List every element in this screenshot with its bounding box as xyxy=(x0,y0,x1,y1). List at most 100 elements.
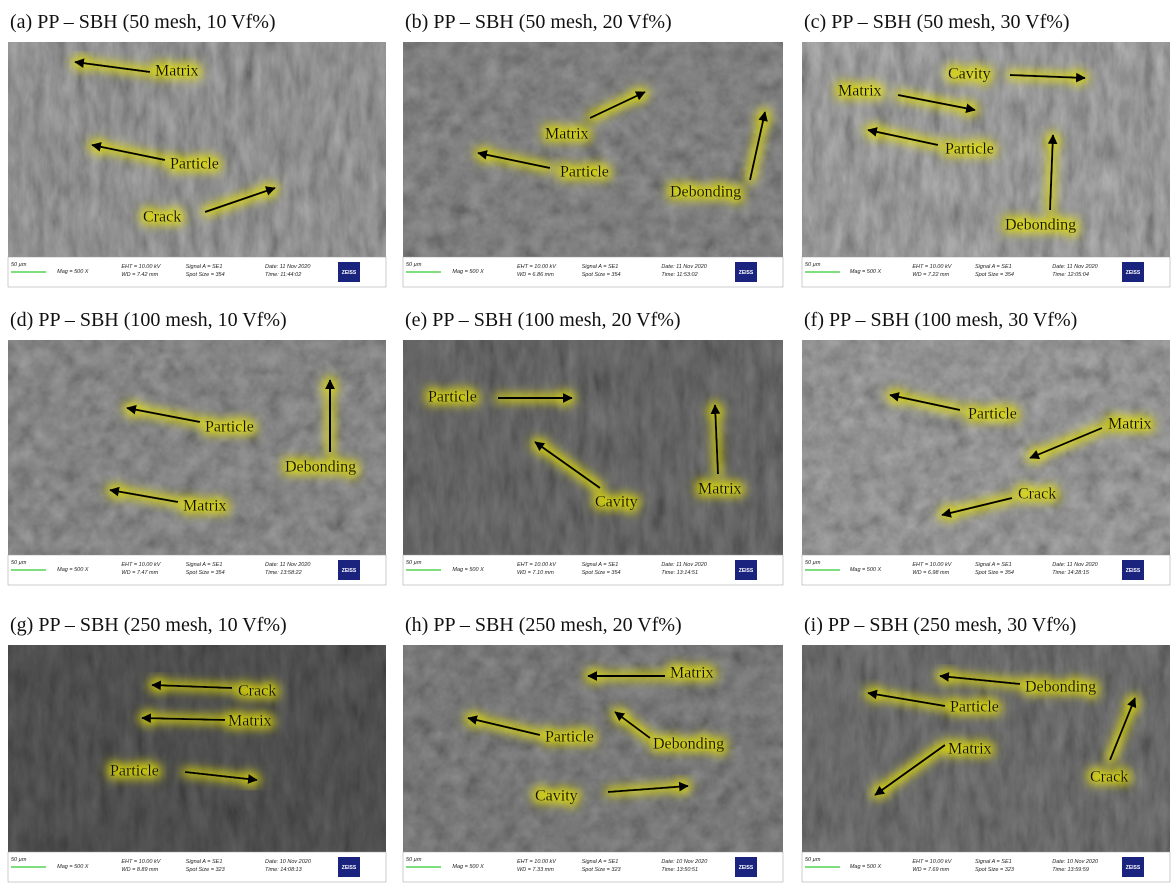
panel-title: (b) PP – SBH (50 mesh, 20 Vf%) xyxy=(405,11,672,33)
panel: (d) PP – SBH (100 mesh, 10 Vf%) 50 µm Mag … xyxy=(7,309,387,586)
info-bar xyxy=(402,256,784,288)
signal: Signal A = SE1 xyxy=(975,264,1012,270)
info-bar xyxy=(402,851,784,883)
panel-title: (d) PP – SBH (100 mesh, 10 Vf%) xyxy=(10,309,287,331)
date: Date: 11 Nov 2020 xyxy=(1052,264,1098,270)
annotation-label: Cavity xyxy=(535,788,578,805)
spot: Spot Size = 354 xyxy=(582,272,621,278)
logo: ZEISS xyxy=(342,270,357,276)
sem-image-texture xyxy=(802,340,1170,555)
annotation-arrow xyxy=(867,689,946,707)
time: Time: 13:59:59 xyxy=(1052,867,1089,873)
annotation-label: Particle xyxy=(428,389,477,406)
info-bar xyxy=(7,554,387,586)
scale-label: 50 µm xyxy=(406,560,422,566)
eht: EHT = 10.00 kV xyxy=(912,562,952,568)
eht: EHT = 10.00 kV xyxy=(517,859,557,865)
spot: Spot Size = 323 xyxy=(186,867,226,873)
wd: WD = 7.42 mm xyxy=(121,272,158,278)
annotation: Particle xyxy=(867,689,999,716)
annotation-arrow xyxy=(1109,697,1137,761)
sem-image-texture xyxy=(403,42,783,257)
logo-box xyxy=(338,857,360,877)
annotation: Particle xyxy=(91,141,219,173)
signal: Signal A = SE1 xyxy=(582,264,619,270)
annotation-arrow xyxy=(184,771,258,784)
annotation: Matrix xyxy=(587,665,714,682)
wd: WD = 6.86 mm xyxy=(517,272,554,278)
eht: EHT = 10.00 kV xyxy=(517,264,557,270)
panel: (a) PP – SBH (50 mesh, 10 Vf%) 50 µm Mag =… xyxy=(7,11,387,288)
spot: Spot Size = 323 xyxy=(975,867,1015,873)
scale-label: 50 µm xyxy=(805,857,821,863)
annotation: Particle xyxy=(889,391,1017,423)
annotation: Matrix xyxy=(141,713,272,730)
mag: Mag = 500 X xyxy=(452,567,484,573)
date: Date: 10 Nov 2020 xyxy=(661,859,708,865)
annotation-arrow xyxy=(941,497,1013,518)
annotation-label: Debonding xyxy=(285,459,356,476)
wd: WD = 7.10 mm xyxy=(517,570,554,576)
signal: Signal A = SE1 xyxy=(186,562,223,568)
annotation: Particle xyxy=(110,763,258,784)
panel: (f) PP – SBH (100 mesh, 30 Vf%) 50 µm Mag … xyxy=(801,309,1171,586)
info-bar xyxy=(7,256,387,288)
time: Time: 14:08:13 xyxy=(265,867,303,873)
wd: WD = 8.89 mm xyxy=(121,867,158,873)
panel: (g) PP – SBH (250 mesh, 10 Vf%) 50 µm Mag … xyxy=(7,614,387,883)
annotation-arrow xyxy=(467,715,541,736)
annotation-label: Particle xyxy=(545,729,594,746)
annotation-label: Matrix xyxy=(1108,416,1152,433)
mag: Mag = 500 X xyxy=(57,864,89,870)
time: Time: 13:14:51 xyxy=(661,570,698,576)
panel-title: (a) PP – SBH (50 mesh, 10 Vf%) xyxy=(10,11,276,33)
spot: Spot Size = 354 xyxy=(975,570,1014,576)
panel-title: (c) PP – SBH (50 mesh, 30 Vf%) xyxy=(804,11,1070,33)
annotation: Cavity xyxy=(948,66,1086,83)
annotation: Crack xyxy=(143,186,276,226)
mag: Mag = 500 X xyxy=(57,269,89,275)
scale-label: 50 µm xyxy=(805,262,821,268)
annotation: Particle xyxy=(867,126,994,158)
time: Time: 13:58:22 xyxy=(265,570,302,576)
signal: Signal A = SE1 xyxy=(582,859,619,865)
logo-box xyxy=(1122,560,1144,580)
logo: ZEISS xyxy=(1126,568,1141,574)
annotation: Matrix xyxy=(874,741,992,796)
annotation-label: Matrix xyxy=(155,63,199,80)
annotation: Matrix xyxy=(545,91,646,143)
logo-box xyxy=(338,262,360,282)
annotation: Matrix xyxy=(74,58,199,80)
time: Time: 12:05:04 xyxy=(1052,272,1089,278)
mag: Mag = 500 X xyxy=(57,567,89,573)
date: Date: 11 Nov 2020 xyxy=(1052,562,1098,568)
logo-box xyxy=(1122,857,1144,877)
annotation-label: Particle xyxy=(560,164,609,181)
spot: Spot Size = 354 xyxy=(975,272,1014,278)
annotation-arrow xyxy=(534,441,601,489)
time: Time: 14:28:15 xyxy=(1052,570,1090,576)
wd: WD = 7.33 mm xyxy=(517,867,554,873)
annotation-label: Crack xyxy=(238,683,276,700)
annotation: Particle xyxy=(477,149,609,181)
date: Date: 11 Nov 2020 xyxy=(265,264,311,270)
annotation-label: Particle xyxy=(968,406,1017,423)
annotation-label: Particle xyxy=(170,156,219,173)
mag: Mag = 500 X xyxy=(850,269,882,275)
annotation-arrow xyxy=(141,713,226,724)
sem-image-texture xyxy=(8,645,386,852)
time: Time: 13:50:51 xyxy=(661,867,698,873)
info-bar xyxy=(7,851,387,883)
eht: EHT = 10.00 kV xyxy=(121,562,161,568)
mag: Mag = 500 X xyxy=(850,567,882,573)
scale-label: 50 µm xyxy=(11,560,27,566)
annotation-label: Crack xyxy=(1090,769,1128,786)
annotation-label: Crack xyxy=(143,209,181,226)
annotation-arrow xyxy=(109,486,179,503)
info-bar xyxy=(801,851,1171,883)
annotation: Particle xyxy=(467,715,594,746)
logo: ZEISS xyxy=(1126,865,1141,871)
annotation: Matrix xyxy=(109,486,227,515)
time: Time: 11:53:02 xyxy=(661,272,697,278)
